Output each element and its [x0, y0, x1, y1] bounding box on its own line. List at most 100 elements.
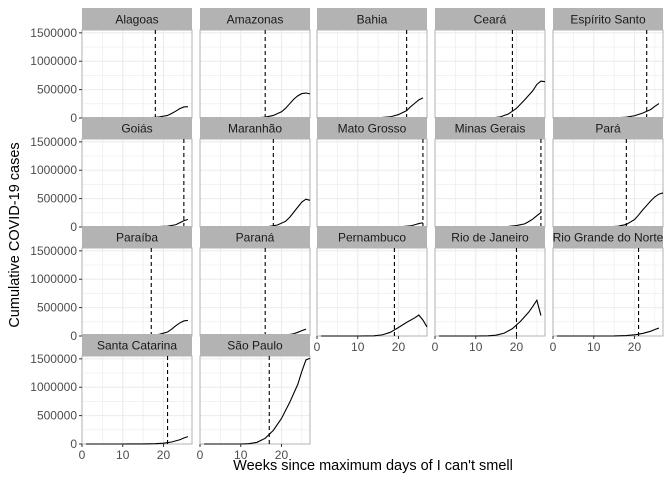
panel-background	[82, 356, 192, 444]
facet-strip	[317, 117, 427, 139]
y-tick-label: 1500000	[30, 352, 77, 366]
panel-background	[200, 139, 310, 227]
y-tick-label: 0	[70, 220, 77, 234]
panel-paraiba: Paraíba 0 500000 1000000 1500000	[30, 226, 193, 343]
facet-strip	[553, 226, 663, 248]
panel-rio-grande-do-norte: Rio Grande do Norte 0 10 20	[550, 226, 664, 354]
panel-para: Pará	[552, 117, 664, 228]
x-tick-label: 10	[587, 340, 601, 354]
facet-strip	[200, 8, 310, 30]
facet-strip	[553, 117, 663, 139]
facet-strip	[200, 334, 310, 356]
panel-background	[82, 30, 192, 118]
x-tick-label: 20	[275, 448, 289, 462]
panel-espirito-santo: Espírito Santo	[552, 8, 664, 119]
y-axis-title: Cumulative COVID-19 cases	[7, 142, 23, 327]
panel-background	[82, 248, 192, 336]
y-tick-label: 500000	[37, 192, 77, 206]
y-tick-label: 1000000	[30, 163, 77, 177]
panel-santa-catarina: Santa Catarina 0 500000 1000000 1500000 0 10 20	[30, 334, 193, 462]
y-tick-label: 500000	[37, 83, 77, 97]
panel-sao-paulo: São Paulo 0 10 20	[197, 334, 311, 462]
panel-bahia: Bahia	[316, 8, 428, 119]
x-tick-label: 0	[432, 340, 439, 354]
facet-strip	[317, 226, 427, 248]
panel-background	[553, 139, 663, 227]
y-tick-label: 1000000	[30, 380, 77, 394]
panel-alagoas: Alagoas 0 500000 1000000 1500000	[30, 8, 193, 125]
y-tick-label: 1000000	[30, 272, 77, 286]
y-tick-label: 0	[70, 329, 77, 343]
facet-strip	[82, 226, 192, 248]
x-tick-label: 10	[234, 448, 248, 462]
facet-strip	[317, 8, 427, 30]
facet-strip	[435, 8, 545, 30]
y-tick-label: 1500000	[30, 244, 77, 258]
facet-strip	[553, 8, 663, 30]
facet-strip	[200, 117, 310, 139]
x-tick-label: 10	[469, 340, 483, 354]
x-tick-label: 10	[116, 448, 130, 462]
panel-background	[435, 30, 545, 118]
panel-background	[553, 30, 663, 118]
panel-amazonas: Amazonas	[199, 8, 311, 119]
y-tick-label: 0	[70, 111, 77, 125]
facet-strip-label: Ceará	[474, 13, 507, 27]
panel-pernambuco: Pernambuco 0 10 20	[314, 226, 428, 354]
x-tick-label: 20	[510, 340, 524, 354]
facet-strip-label: Rio de Janeiro	[451, 231, 529, 245]
facet-strip-label: Amazonas	[227, 13, 284, 27]
facet-strip-label: Pernambuco	[338, 231, 406, 245]
facet-strip-label: Mato Grosso	[338, 122, 407, 136]
facet-strip-label: Pará	[595, 122, 621, 136]
panel-mato-grosso: Mato Grosso	[316, 117, 428, 228]
panel-background	[200, 248, 310, 336]
panel-background	[82, 139, 192, 227]
x-tick-label: 20	[157, 448, 171, 462]
panel-background	[435, 139, 545, 227]
facet-strip	[200, 226, 310, 248]
series-line	[321, 314, 428, 337]
facet-strip	[82, 334, 192, 356]
x-tick-label: 0	[550, 340, 557, 354]
panel-parana: Paraná	[199, 226, 311, 337]
y-tick-label: 0	[70, 437, 77, 451]
facet-strip-label: Paraíba	[116, 231, 158, 245]
y-tick-label: 1500000	[30, 26, 77, 40]
series-line	[439, 298, 542, 337]
facet-strip-label: Espírito Santo	[570, 13, 646, 27]
panel-background	[317, 139, 427, 227]
panel-maranhao: Maranhão	[199, 117, 311, 228]
panel-rio-de-janeiro: Rio de Janeiro 0 10 20	[432, 226, 546, 354]
facet-strip-label: Santa Catarina	[97, 339, 177, 353]
facet-strip-label: Maranhão	[228, 122, 282, 136]
series-line	[86, 436, 189, 445]
series-line	[557, 327, 660, 337]
y-tick-label: 1500000	[30, 135, 77, 149]
panel-background	[317, 248, 427, 336]
facet-strip-label: Minas Gerais	[455, 122, 526, 136]
panel-background	[200, 30, 310, 118]
x-tick-label: 10	[351, 340, 365, 354]
panel-background	[317, 30, 427, 118]
y-tick-label: 500000	[37, 301, 77, 315]
panel-ceara: Ceará	[434, 8, 546, 119]
panel-background	[553, 248, 663, 336]
facet-strip-label: Rio Grande do Norte	[553, 231, 664, 245]
facet-strip	[435, 226, 545, 248]
facet-strip	[82, 8, 192, 30]
x-tick-label: 20	[628, 340, 642, 354]
facet-strip	[82, 117, 192, 139]
facet-strip	[435, 117, 545, 139]
panel-goias: Goiás 0 500000 1000000 1500000	[30, 117, 193, 234]
x-tick-label: 0	[314, 340, 321, 354]
panel-background	[200, 356, 310, 444]
facet-strip-label: Alagoas	[115, 13, 158, 27]
panel-minas-gerais: Minas Gerais	[434, 117, 546, 228]
facet-strip-label: Bahia	[357, 13, 388, 27]
x-tick-label: 20	[392, 340, 406, 354]
y-tick-label: 1000000	[30, 54, 77, 68]
x-tick-label: 0	[79, 448, 86, 462]
